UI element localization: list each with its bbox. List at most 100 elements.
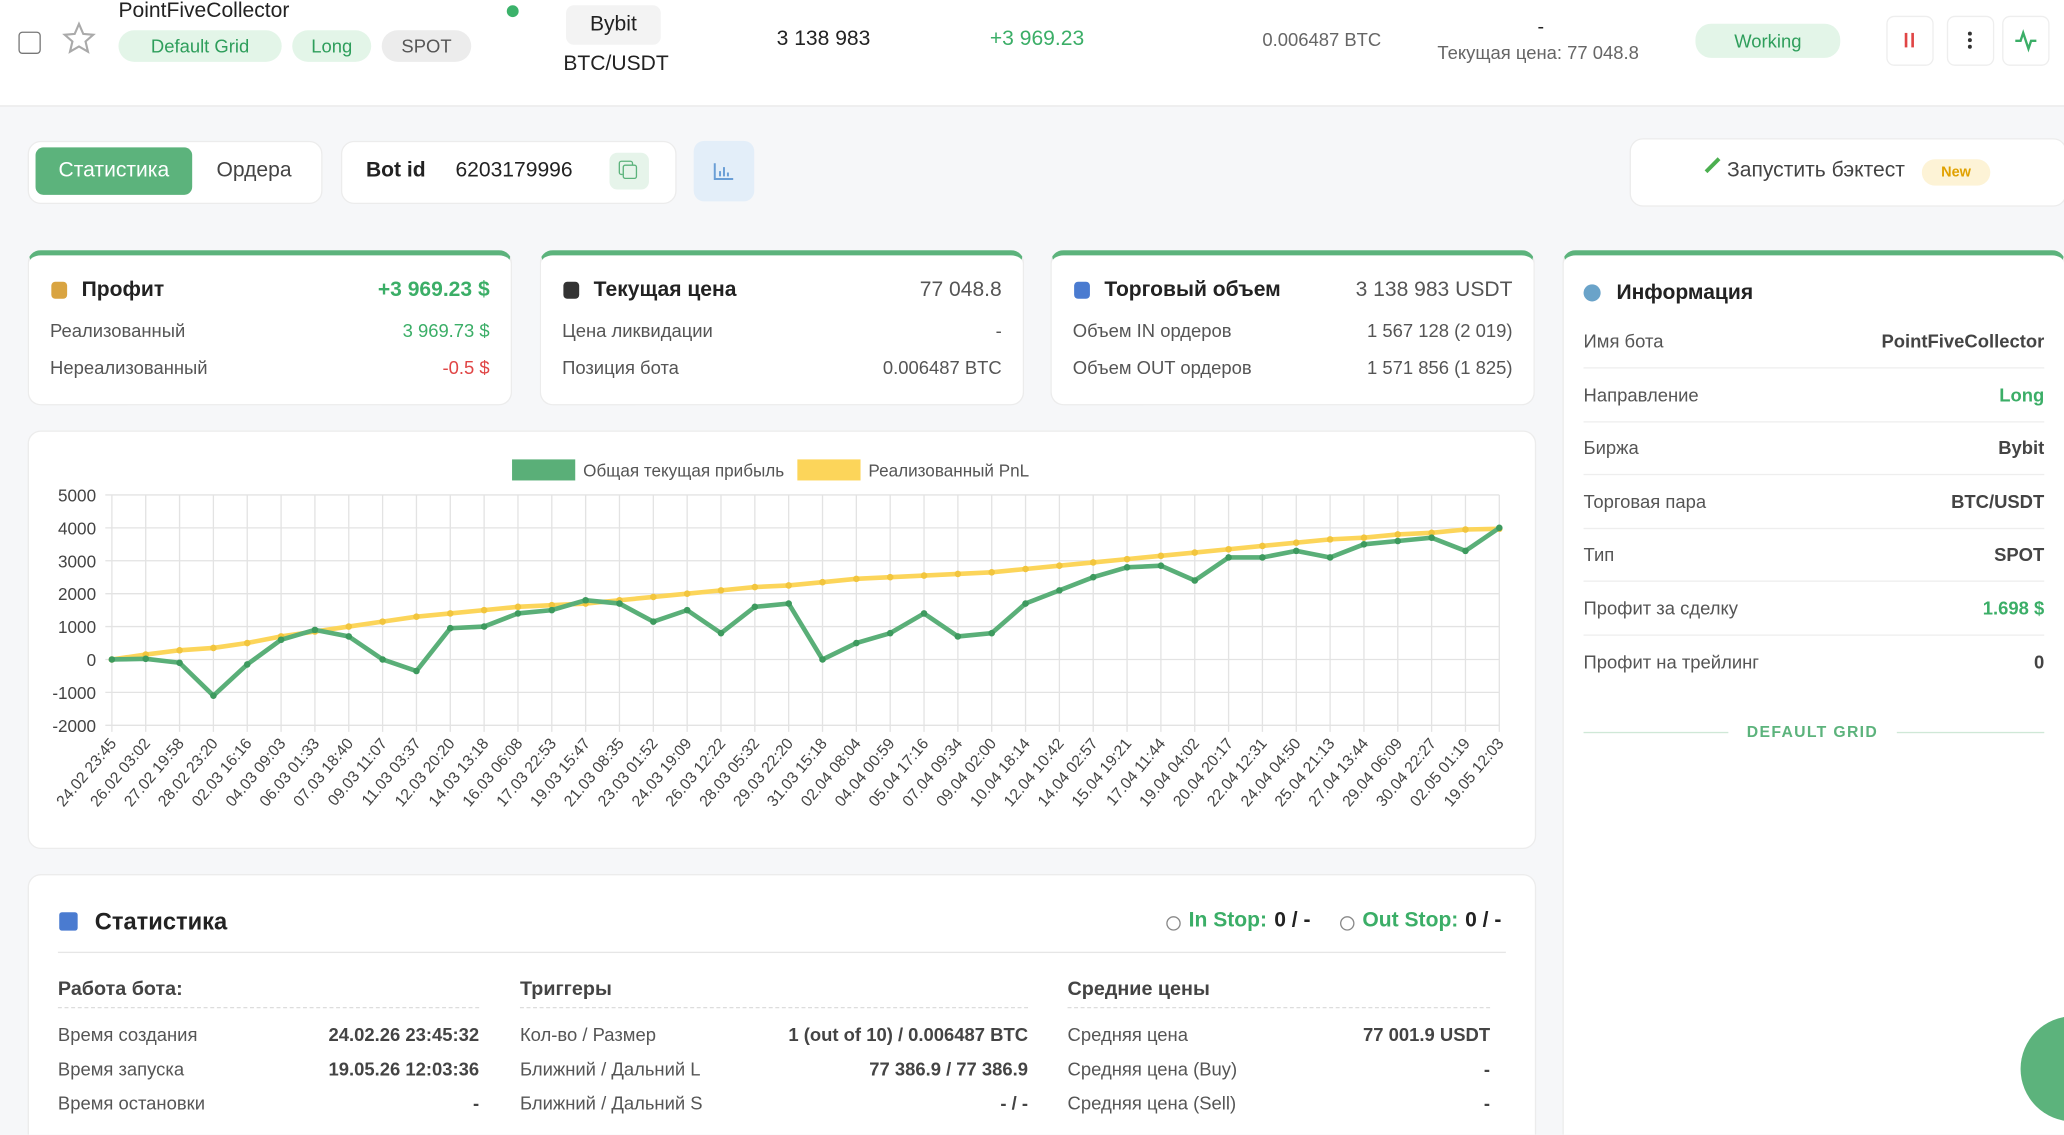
stat-label: Средняя цена [1067, 1024, 1188, 1046]
status-dot [506, 5, 519, 18]
menu-button[interactable] [1946, 15, 1995, 66]
tag: Long [292, 30, 372, 62]
position: 0.006487 BTC [1262, 28, 1382, 51]
activity-path [2015, 29, 2037, 53]
point [717, 629, 725, 637]
point [1089, 573, 1097, 581]
stat-label: Средняя цена (Buy) [1067, 1058, 1238, 1080]
bot-name: PointFiveCollector [118, 0, 290, 23]
y-tick-label: 3000 [58, 552, 96, 571]
info-card: Информация Имя бота PointFiveCollector Напр… [1562, 250, 2064, 1135]
card-row-value: 3 969.73 $ [402, 319, 490, 341]
point [1225, 554, 1232, 561]
point [1191, 549, 1199, 556]
card-row-label: Реализованный [50, 319, 186, 341]
card-title: Профит [81, 279, 165, 302]
point [920, 572, 928, 579]
activity-button[interactable] [2002, 15, 2050, 66]
column-title: Триггеры [519, 978, 612, 1001]
info-value: SPOT [1994, 544, 2045, 566]
info-label: Имя бота [1583, 330, 1664, 352]
bot-id-label: Bot id [365, 159, 426, 182]
point [1326, 554, 1334, 561]
stats-title: Статистика [94, 908, 228, 935]
pause-button[interactable] [1886, 15, 1934, 66]
point [886, 573, 894, 581]
card-row-label: Нереализованный [50, 356, 208, 378]
point [142, 655, 150, 663]
tab[interactable]: Ордера [216, 159, 292, 182]
stat-label: Ближний / Дальний L [519, 1058, 701, 1080]
stats-card: Статистика In Stop: 0 / - Out Stop: 0 / - Раб… [27, 874, 1537, 1135]
card-value: 77 048.8 [919, 279, 1002, 302]
series-line [111, 525, 1501, 699]
point [616, 600, 623, 607]
tab-active[interactable]: Статистика [35, 147, 193, 195]
point [819, 578, 826, 586]
dashed-line [519, 1006, 1029, 1009]
point [751, 603, 759, 611]
separator [1583, 367, 2045, 369]
stats-icon [59, 912, 78, 931]
card-row-value: - [995, 319, 1002, 341]
tag: Default Grid [118, 30, 282, 62]
card-row-value: 1 567 128 (2 019) [1366, 319, 1513, 341]
stop-icon [1166, 916, 1181, 931]
point [853, 575, 860, 583]
info-value: 1.698 $ [1982, 597, 2045, 619]
star-icon[interactable] [62, 21, 96, 55]
separator [1583, 581, 2045, 583]
stat-value: - / - [1000, 1092, 1029, 1114]
point [582, 596, 589, 604]
card-icon [1074, 281, 1090, 299]
card-value: 3 138 983 USDT [1355, 279, 1513, 302]
summary-card [539, 250, 1025, 406]
dashed-line [57, 1006, 480, 1009]
point [751, 583, 759, 591]
chart-card: -2000 -1000 0 1000 2000 3000 4000 5000 24.02 23:… [27, 430, 1537, 850]
info-value: BTC/USDT [1951, 490, 2045, 512]
point [548, 606, 556, 614]
backtest-button[interactable] [1629, 138, 2064, 207]
point [1428, 529, 1435, 537]
point [650, 618, 657, 625]
copy-button[interactable] [609, 152, 649, 190]
point [785, 582, 792, 589]
divider [57, 951, 1506, 954]
separator [1583, 527, 2045, 529]
column-title: Работа бота: [57, 978, 183, 1001]
info-value: 0 [2033, 651, 2045, 673]
point [920, 610, 928, 617]
stop-value: 0 / - [1274, 909, 1311, 932]
point [954, 633, 962, 640]
star [62, 21, 96, 54]
exchange-button[interactable]: Bybit [566, 5, 661, 45]
point [717, 587, 725, 594]
point [413, 667, 420, 675]
point [1089, 559, 1097, 566]
y-tick-label: 1000 [58, 618, 96, 637]
card-icon [51, 281, 68, 299]
chart-button[interactable] [693, 140, 755, 202]
point [853, 639, 860, 647]
point [1394, 537, 1402, 545]
legend-label: Реализованный PnL [868, 462, 1029, 481]
stat-label: Время остановки [57, 1092, 205, 1114]
card-row-value: 0.006487 BTC [882, 356, 1002, 378]
info-label: Профит на трейлинг [1583, 651, 1760, 673]
legend-swatch [797, 459, 861, 481]
card-value: +3 969.23 $ [377, 279, 490, 302]
legend-label: Общая текущая прибыль [583, 462, 784, 481]
point [1123, 564, 1131, 571]
profit: +3 969.23 [989, 27, 1085, 51]
dots-icon [1967, 31, 1972, 36]
stat-value: 24.02.26 23:45:32 [328, 1024, 480, 1046]
summary-card [1050, 250, 1535, 406]
card-row-label: Позиция бота [562, 356, 679, 378]
point [277, 636, 285, 644]
point [1259, 542, 1266, 550]
checkbox[interactable] [18, 31, 41, 54]
